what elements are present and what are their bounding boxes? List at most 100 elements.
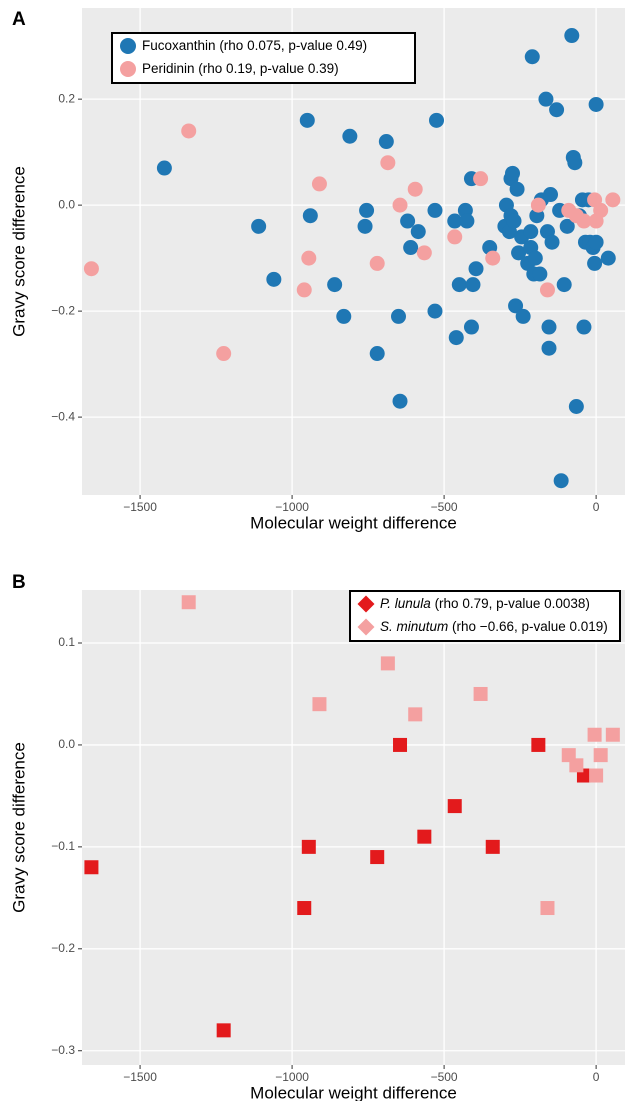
point	[511, 245, 527, 261]
panel-label: A	[12, 9, 26, 30]
x-axis-title: Molecular weight difference	[250, 1083, 457, 1101]
x-tick-label: 0	[593, 500, 600, 514]
point	[576, 319, 592, 335]
x-tick-label: 0	[593, 1070, 600, 1084]
x-tick-label: −500	[431, 1070, 458, 1084]
point	[527, 250, 543, 266]
point	[84, 860, 99, 875]
point	[509, 181, 525, 197]
y-axis-title: Gravy score difference	[9, 166, 28, 337]
x-tick-label: −1000	[275, 1070, 309, 1084]
point	[369, 255, 385, 271]
point	[408, 707, 423, 722]
legend-name: Peridinin	[142, 61, 195, 76]
point	[407, 181, 423, 197]
point	[181, 123, 197, 139]
x-axis-title: Molecular weight difference	[250, 513, 457, 532]
point	[429, 112, 445, 128]
y-tick-label: 0.2	[58, 91, 75, 105]
y-tick-label: 0.0	[58, 737, 75, 751]
point	[593, 748, 608, 763]
legend-swatch	[120, 61, 136, 77]
point	[473, 171, 489, 187]
x-tick-label: −1500	[123, 500, 157, 514]
point	[485, 839, 500, 854]
point	[506, 213, 522, 229]
point	[403, 240, 419, 256]
point	[532, 266, 548, 282]
point	[605, 192, 621, 208]
point	[447, 229, 463, 245]
legend-stats: (rho −0.66, p-value 0.019)	[452, 619, 608, 634]
legend-box	[349, 590, 621, 642]
legend-label: P. lunula (rho 0.79, p-value 0.0038)	[380, 596, 590, 611]
y-tick-label: 0.1	[58, 635, 75, 649]
point	[567, 155, 583, 171]
point	[539, 282, 555, 298]
y-tick-label: −0.2	[51, 303, 75, 317]
y-tick-label: −0.4	[51, 409, 75, 423]
point	[541, 319, 557, 335]
point	[564, 28, 580, 44]
point	[468, 261, 484, 277]
point	[540, 901, 555, 916]
point	[181, 595, 196, 610]
legend-stats: (rho 0.19, p-value 0.39)	[198, 61, 338, 76]
point	[559, 218, 575, 234]
point	[156, 160, 172, 176]
legend-label: S. minutum (rho −0.66, p-value 0.019)	[380, 619, 608, 634]
point	[465, 277, 481, 293]
point	[342, 128, 358, 144]
point	[588, 96, 604, 112]
point	[369, 346, 385, 362]
y-axis-title: Gravy score difference	[9, 742, 28, 913]
point	[299, 112, 315, 128]
point	[588, 234, 604, 250]
point	[266, 271, 282, 287]
legend-swatch	[357, 595, 375, 613]
point	[312, 697, 327, 712]
point	[576, 213, 592, 229]
point	[451, 277, 467, 293]
legend-box	[111, 32, 416, 84]
point	[541, 340, 557, 356]
point	[83, 261, 99, 277]
point	[390, 308, 406, 324]
point	[380, 155, 396, 171]
point	[587, 727, 602, 742]
legend-name: S. minutum	[380, 619, 448, 634]
point	[459, 213, 475, 229]
point	[549, 102, 565, 118]
point	[251, 218, 267, 234]
point	[416, 245, 432, 261]
point	[378, 134, 394, 150]
point	[427, 303, 443, 319]
legend-label: Fucoxanthin (rho 0.075, p-value 0.49)	[142, 38, 367, 53]
point	[556, 277, 572, 293]
x-tick-label: −1500	[123, 1070, 157, 1084]
point	[508, 298, 524, 314]
point	[523, 224, 539, 240]
x-tick-label: −1000	[275, 500, 309, 514]
legend-stats: (rho 0.79, p-value 0.0038)	[435, 596, 590, 611]
point	[505, 165, 521, 181]
point	[427, 202, 443, 218]
point	[600, 250, 616, 266]
y-tick-label: −0.1	[51, 839, 75, 853]
point	[301, 250, 317, 266]
point	[531, 737, 546, 752]
legend-name: Fucoxanthin	[142, 38, 216, 53]
legend-name: P. lunula	[380, 596, 431, 611]
point	[553, 473, 569, 489]
point	[589, 768, 604, 783]
point	[392, 197, 408, 213]
point	[301, 839, 316, 854]
point	[297, 901, 312, 916]
point	[463, 319, 479, 335]
point	[392, 393, 408, 409]
point	[417, 829, 432, 844]
point	[447, 213, 463, 229]
point	[311, 176, 327, 192]
point	[400, 213, 416, 229]
